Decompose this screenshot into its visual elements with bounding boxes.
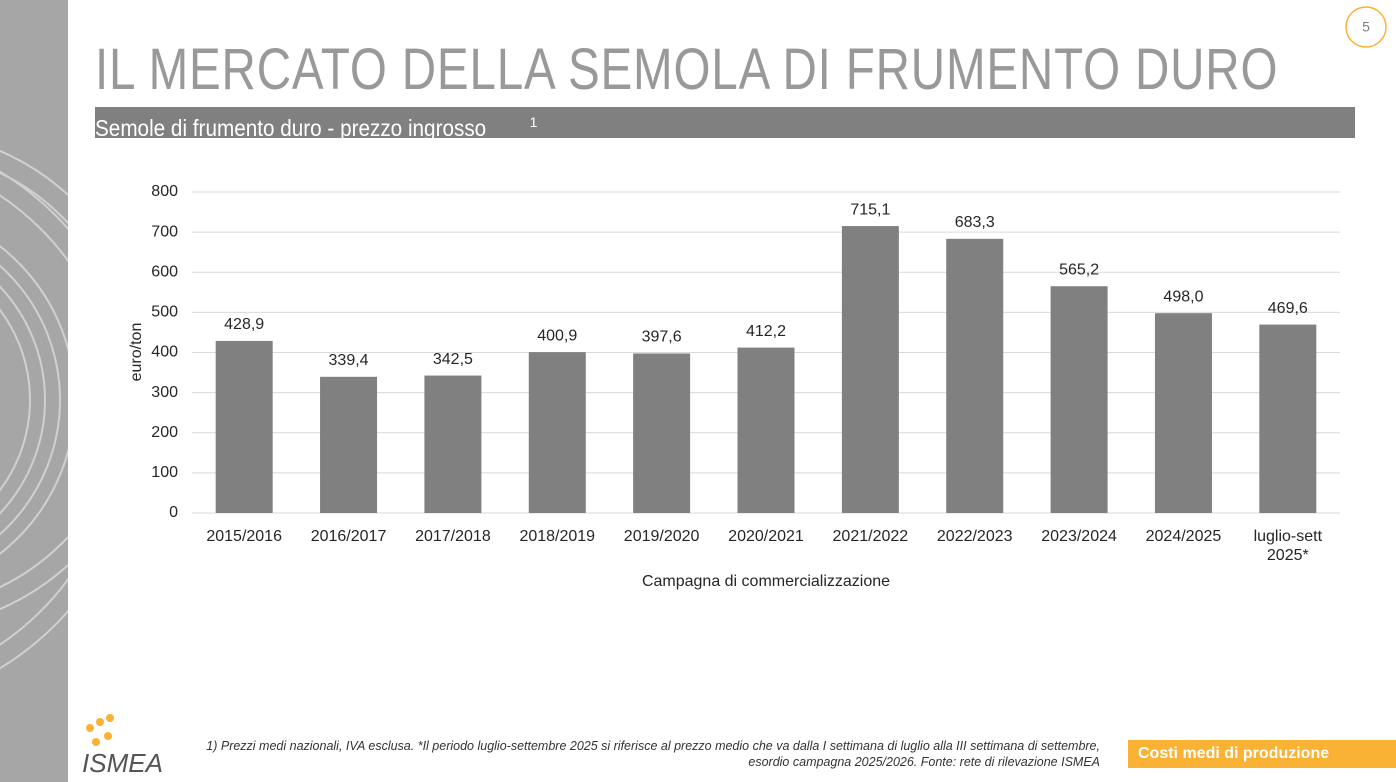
decoration <box>0 149 68 670</box>
x-tick-label: 2020/2021 <box>728 528 804 545</box>
y-tick-label: 400 <box>151 344 178 361</box>
y-tick-label: 600 <box>151 263 178 280</box>
bar <box>841 226 899 513</box>
x-tick-label: 2016/2017 <box>310 528 387 545</box>
x-tick-label: 2019/2020 <box>623 528 700 545</box>
value-label: 397,6 <box>642 329 682 346</box>
x-tick-label: 2023/2024 <box>1041 528 1117 545</box>
bar <box>215 340 273 513</box>
value-label: 342,5 <box>433 351 473 368</box>
subtitle: Semole di frumento duro - prezzo ingross… <box>95 114 487 141</box>
bar <box>946 238 1004 514</box>
section-tag: Costi medi di produzione <box>1128 740 1396 768</box>
subtitle-note: 1 <box>529 114 538 130</box>
y-tick-label: 300 <box>151 384 178 401</box>
x-tick-label: 2024/2025 <box>1145 528 1222 545</box>
bar <box>320 376 378 513</box>
bar <box>528 352 586 513</box>
bar <box>1050 286 1108 513</box>
subtitle-bar: Semole di frumento duro - prezzo ingross… <box>95 107 1355 141</box>
y-tick-label: 200 <box>151 424 178 441</box>
logo-text: ISMEA <box>82 748 163 778</box>
title: IL MERCATO DELLA SEMOLA DI FRUMENTO DURO <box>95 37 1279 102</box>
footnote: 1) Prezzi medi nazionali, IVA esclusa. *… <box>206 738 1100 770</box>
y-tick-label: 800 <box>151 183 178 200</box>
side-strip <box>0 0 68 782</box>
value-label: 400,9 <box>537 327 577 344</box>
value-label: 565,2 <box>1059 261 1099 278</box>
bar <box>737 347 795 513</box>
bar <box>1154 313 1212 513</box>
value-label: 469,6 <box>1268 300 1308 317</box>
page-number: 5 <box>1362 19 1370 35</box>
x-tick-label: 2018/2019 <box>519 528 596 545</box>
x-tick-label: 2022/2023 <box>936 528 1013 545</box>
y-tick-label: 500 <box>151 304 178 321</box>
x-tick-label: 2017/2018 <box>415 528 491 545</box>
value-label: 498,0 <box>1163 288 1203 305</box>
x-tick-label: luglio-sett 2025* <box>1253 528 1323 564</box>
y-tick-label: 100 <box>151 464 178 481</box>
value-label: 715,1 <box>850 201 890 218</box>
x-tick-label: 2021/2022 <box>832 528 909 545</box>
value-label: 683,3 <box>955 214 995 231</box>
bar <box>1259 324 1317 513</box>
footnote-line: 1) Prezzi medi nazionali, IVA esclusa. *… <box>206 739 1100 753</box>
x-axis-label: Campagna di commercializzazione <box>642 573 890 590</box>
y-tick-label: 700 <box>151 223 178 240</box>
bar <box>424 375 482 513</box>
value-label: 412,2 <box>746 323 786 340</box>
logo: ISMEA <box>82 714 163 778</box>
y-axis-label: euro/ton <box>128 323 145 382</box>
x-tick-label: 2015/2016 <box>206 528 282 545</box>
value-label: 339,4 <box>329 352 369 369</box>
bar <box>633 353 691 513</box>
page-circle <box>1345 6 1387 48</box>
footnote-line: esordio campagna 2025/2026. Fonte: rete … <box>748 755 1100 769</box>
value-label: 428,9 <box>224 316 264 333</box>
y-tick-label: 0 <box>169 504 178 521</box>
